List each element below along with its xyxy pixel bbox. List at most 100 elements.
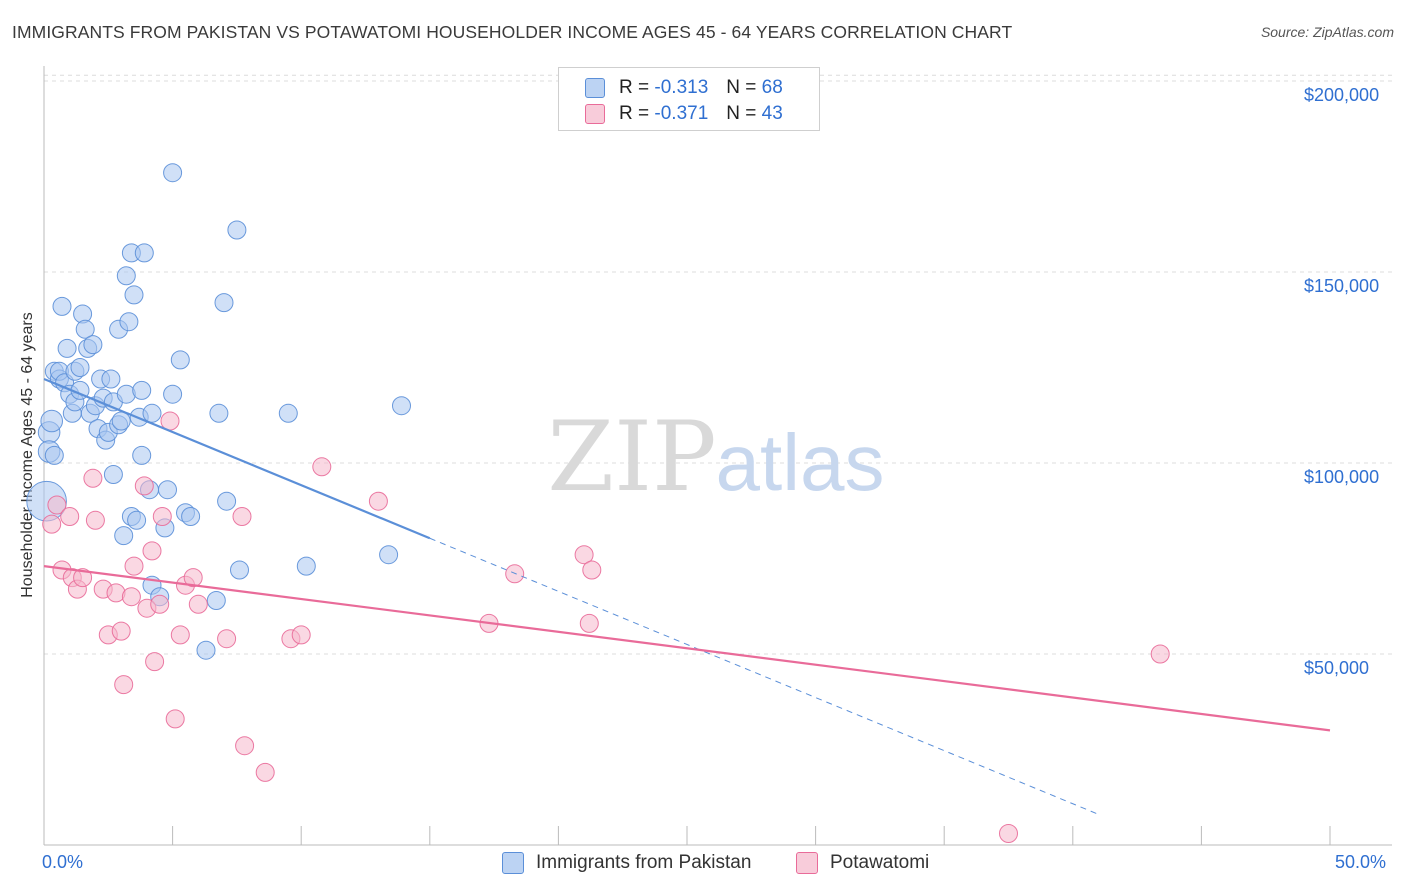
pakistan-point <box>119 312 139 332</box>
pakistan-point <box>163 163 183 183</box>
legend-n-label: N = <box>726 103 757 124</box>
potawatomi-point <box>232 507 252 526</box>
bottom-legend-swatch-blue <box>502 852 524 874</box>
pakistan-point <box>101 369 121 389</box>
pakistan-point <box>170 350 190 370</box>
pakistan-point <box>230 560 249 580</box>
y-tick-label: $100,000 <box>1304 467 1380 487</box>
pakistan-point <box>206 591 226 610</box>
pakistan-point <box>40 409 64 433</box>
potawatomi-point <box>150 594 170 614</box>
legend-box: R = -0.313 N = 68 R = -0.371 N = 43 <box>558 67 820 131</box>
potawatomi-point <box>73 568 93 588</box>
potawatomi-point <box>47 495 67 515</box>
chart-title: IMMIGRANTS FROM PAKISTAN VS POTAWATOMI H… <box>12 22 1013 42</box>
trend-lines <box>43 377 1331 815</box>
y-tick-label: $150,000 <box>1304 276 1380 296</box>
pakistan-trend-extension <box>429 537 1099 815</box>
legend-swatch-pink <box>585 104 605 124</box>
potawatomi-point <box>183 568 203 588</box>
pakistan-point <box>392 396 411 416</box>
watermark-zip: ZIP <box>547 401 716 513</box>
pakistan-point <box>296 556 316 576</box>
pakistan-point <box>44 445 64 465</box>
pakistan-point <box>75 319 95 339</box>
pakistan-point <box>114 526 134 546</box>
series-potawatomi-points <box>42 411 1170 843</box>
pakistan-point <box>227 220 247 240</box>
pakistan-point <box>217 491 237 511</box>
potawatomi-point <box>582 560 602 580</box>
potawatomi-point <box>999 824 1018 843</box>
pakistan-point <box>209 403 229 423</box>
pakistan-point <box>163 384 183 404</box>
bottom-legend-label: Immigrants from Pakistan <box>536 852 752 873</box>
legend-n-value: 68 <box>761 77 783 98</box>
potawatomi-point <box>170 625 190 645</box>
potawatomi-point <box>42 514 62 534</box>
potawatomi-point <box>114 675 134 695</box>
potawatomi-point <box>235 736 255 756</box>
potawatomi-point <box>368 491 388 511</box>
legend-r-label: R = <box>619 77 650 98</box>
pakistan-point <box>132 380 152 400</box>
potawatomi-point <box>85 510 105 530</box>
bottom-legend: Immigrants from Pakistan Potawatomi <box>0 852 1406 878</box>
legend-swatch-blue <box>585 78 605 98</box>
x-tick-label-max: 50.0% <box>1335 852 1387 872</box>
pakistan-point <box>132 445 152 465</box>
legend-r-value: -0.313 <box>654 77 709 98</box>
pakistan-point <box>52 296 72 316</box>
potawatomi-point <box>255 762 275 782</box>
potawatomi-point <box>291 625 311 645</box>
potawatomi-point <box>83 468 103 488</box>
bottom-legend-label: Potawatomi <box>830 852 930 873</box>
pakistan-point <box>214 293 234 313</box>
pakistan-point <box>134 243 154 263</box>
x-tick-label-min: 0.0% <box>42 852 84 872</box>
potawatomi-point <box>145 652 165 672</box>
pakistan-point <box>124 285 144 305</box>
pakistan-point <box>127 510 147 530</box>
legend-row-pakistan: R = -0.313 N = 68 <box>585 76 783 100</box>
source-label: Source: ZipAtlas.com <box>1260 24 1394 40</box>
potawatomi-point <box>217 629 237 649</box>
pakistan-point <box>111 411 131 431</box>
potawatomi-point <box>1150 644 1170 664</box>
pakistan-point <box>57 338 77 358</box>
pakistan-point <box>142 403 162 423</box>
pakistan-point <box>116 266 136 286</box>
bottom-legend-potawatomi: Potawatomi <box>796 852 929 874</box>
pakistan-point <box>70 358 90 377</box>
legend-n-value: 43 <box>761 103 783 124</box>
legend-r-value: -0.371 <box>654 103 709 124</box>
bottom-legend-pakistan: Immigrants from Pakistan <box>502 852 751 874</box>
potawatomi-point <box>134 476 154 496</box>
potawatomi-trend-line <box>43 565 1331 732</box>
pakistan-point <box>181 507 201 526</box>
bottom-legend-swatch-pink <box>796 852 818 874</box>
pakistan-trend-line <box>43 377 431 540</box>
potawatomi-point <box>165 709 185 729</box>
pakistan-point <box>379 545 399 565</box>
potawatomi-point <box>121 587 141 607</box>
y-tick-label: $200,000 <box>1304 85 1380 105</box>
potawatomi-point <box>579 613 599 633</box>
watermark-atlas: atlas <box>716 418 885 507</box>
y-tick-label: $50,000 <box>1304 658 1370 678</box>
potawatomi-point <box>152 507 172 526</box>
potawatomi-point <box>60 507 80 526</box>
pakistan-point <box>196 640 216 660</box>
potawatomi-point <box>111 621 131 641</box>
potawatomi-point <box>312 457 332 477</box>
pakistan-point <box>158 480 177 500</box>
potawatomi-point <box>574 545 594 565</box>
potawatomi-point <box>142 541 162 561</box>
potawatomi-point <box>124 556 144 576</box>
legend-row-potawatomi: R = -0.371 N = 43 <box>585 102 783 126</box>
legend-n-label: N = <box>726 77 757 98</box>
pakistan-point <box>278 403 298 423</box>
potawatomi-point <box>188 594 208 614</box>
pakistan-point <box>83 335 103 355</box>
